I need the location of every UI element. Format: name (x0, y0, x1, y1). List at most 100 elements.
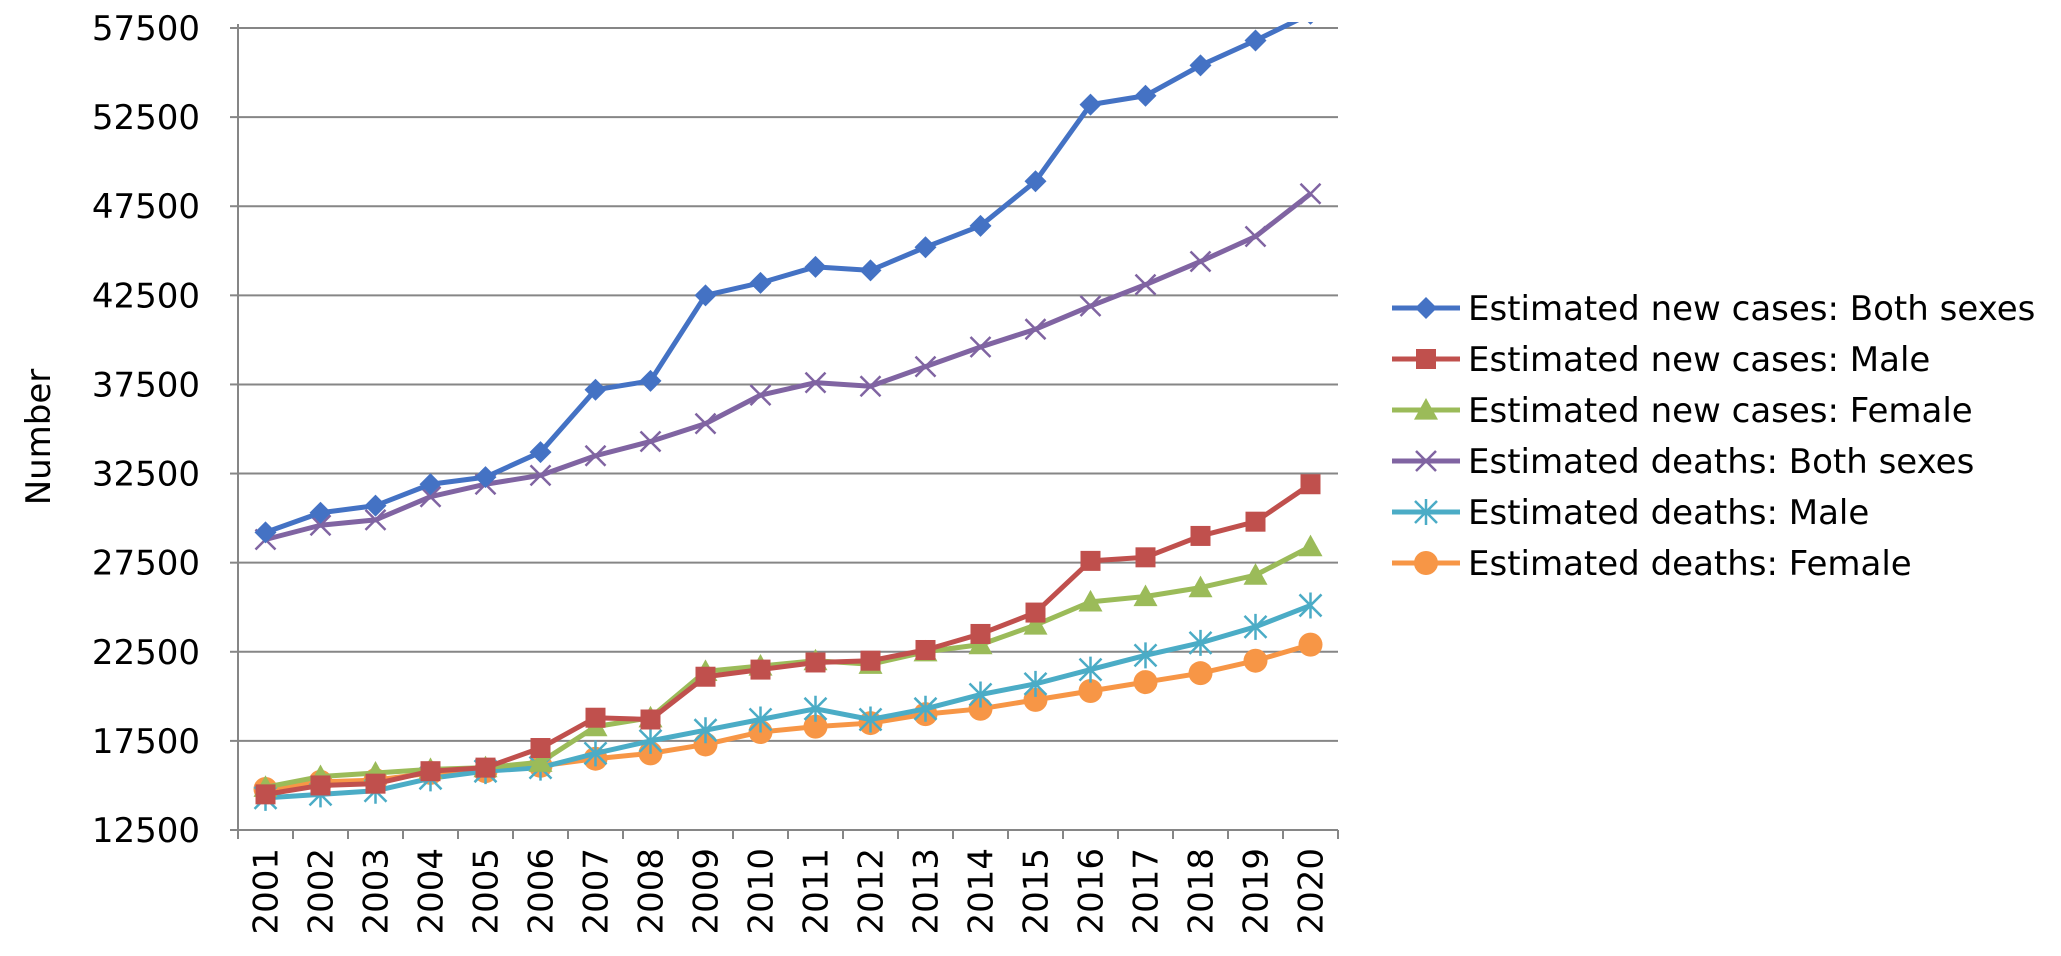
data-point (1023, 670, 1048, 697)
data-point (1307, 22, 1314, 25)
series-1 (254, 22, 1314, 544)
x-tick-label: 2008 (632, 848, 672, 935)
legend-label-suffix: : Female (1767, 544, 1912, 584)
x-tick-label: 2014 (962, 848, 1002, 935)
x-tick-label: 2020 (1292, 848, 1332, 935)
legend-label: Estimated deaths: Both sexes (1468, 442, 1974, 482)
data-point (1188, 629, 1213, 656)
legend-label-suffix: : Both sexes (1828, 289, 2036, 329)
data-point (1134, 273, 1157, 296)
data-point (583, 740, 608, 767)
series-line (264, 191, 1313, 542)
legend-label-suffix: : Female (1828, 391, 1973, 431)
x-tick-label: 2010 (742, 848, 782, 935)
data-point (255, 784, 276, 805)
legend-marker (1416, 349, 1436, 369)
data-point (254, 521, 277, 544)
data-point (915, 639, 936, 660)
data-point (309, 501, 332, 524)
legend-marker (1415, 297, 1437, 319)
data-point (530, 738, 551, 759)
series-line (264, 22, 1300, 535)
series-2 (255, 474, 1321, 805)
data-point (914, 355, 937, 378)
legend-label-prefix: Estimated deaths (1468, 442, 1767, 482)
data-point (1300, 474, 1321, 495)
legend-label-prefix: Estimated deaths (1468, 493, 1767, 533)
data-point (1078, 656, 1103, 683)
data-point (804, 255, 827, 278)
data-point (1133, 670, 1158, 695)
data-point (1079, 295, 1102, 317)
x-tick-label: 2001 (247, 848, 287, 935)
data-point (1243, 648, 1268, 673)
x-tick-label: 2011 (797, 848, 837, 935)
series-line (265, 482, 1312, 797)
y-tick-label: 52500 (92, 98, 200, 138)
data-point (750, 659, 771, 680)
x-tick-label: 2012 (852, 848, 892, 935)
data-point (693, 717, 718, 744)
data-point (1134, 84, 1157, 107)
data-point (749, 384, 772, 407)
data-point (694, 412, 717, 435)
y-tick-label: 57500 (92, 9, 200, 49)
data-point (1079, 93, 1102, 116)
data-point (310, 775, 331, 796)
legend-label-prefix: Estimated new cases (1468, 289, 1828, 329)
series-5 (253, 592, 1323, 811)
data-point (529, 441, 552, 464)
data-point (968, 681, 993, 708)
y-tick-label: 12500 (92, 811, 200, 851)
x-tick-label: 2007 (577, 848, 617, 935)
legend-marker (1414, 398, 1438, 420)
data-point (805, 652, 826, 673)
data-point (1244, 29, 1267, 52)
x-tick-label: 2006 (522, 848, 562, 935)
data-point (803, 714, 828, 739)
data-point (1188, 575, 1213, 598)
y-tick-labels: 12500 17500 22500 27500 32500 37500 42500 47500… (92, 9, 200, 851)
data-point (584, 444, 607, 467)
data-point (475, 757, 496, 778)
x-tick-label: 2016 (1072, 848, 1112, 935)
data-point (474, 466, 497, 489)
data-point (1133, 642, 1158, 669)
data-point (694, 284, 717, 307)
data-point (364, 509, 387, 531)
x-tick-label: 2018 (1182, 848, 1222, 935)
data-point (970, 623, 991, 644)
data-point (968, 696, 993, 721)
data-point (1189, 250, 1212, 273)
data-point (1298, 592, 1323, 619)
data-point (969, 214, 992, 237)
x-tick-label: 2013 (907, 848, 947, 935)
data-point (584, 378, 607, 401)
legend-label: Estimated new cases: Male (1468, 340, 1930, 380)
legend-label-suffix: : Male (1767, 493, 1870, 533)
data-point (1024, 170, 1047, 193)
x-tick-label: 2019 (1237, 848, 1277, 935)
data-point (860, 650, 881, 671)
data-point (640, 709, 661, 730)
data-point (1078, 678, 1103, 703)
gridlines (238, 27, 1338, 742)
x-tick-label: 2017 (1127, 848, 1167, 935)
y-tick-label: 17500 (92, 722, 200, 762)
x-tick-label: 2002 (302, 848, 342, 935)
data-point (1023, 613, 1048, 635)
data-point (1189, 54, 1212, 77)
series (253, 22, 1323, 811)
data-point (859, 375, 882, 398)
legend-marker (1414, 499, 1438, 525)
data-point (1190, 525, 1211, 546)
y-tick-label: 32500 (92, 455, 200, 495)
legend-label-suffix: : Both sexes (1767, 442, 1975, 482)
y-tick-label: 22500 (92, 633, 200, 673)
x-tick-label: 2003 (357, 848, 397, 935)
data-point (420, 761, 441, 782)
x-tick-label: 2009 (687, 848, 727, 935)
legend-label-suffix: : Male (1828, 340, 1931, 380)
data-point (1133, 584, 1158, 607)
